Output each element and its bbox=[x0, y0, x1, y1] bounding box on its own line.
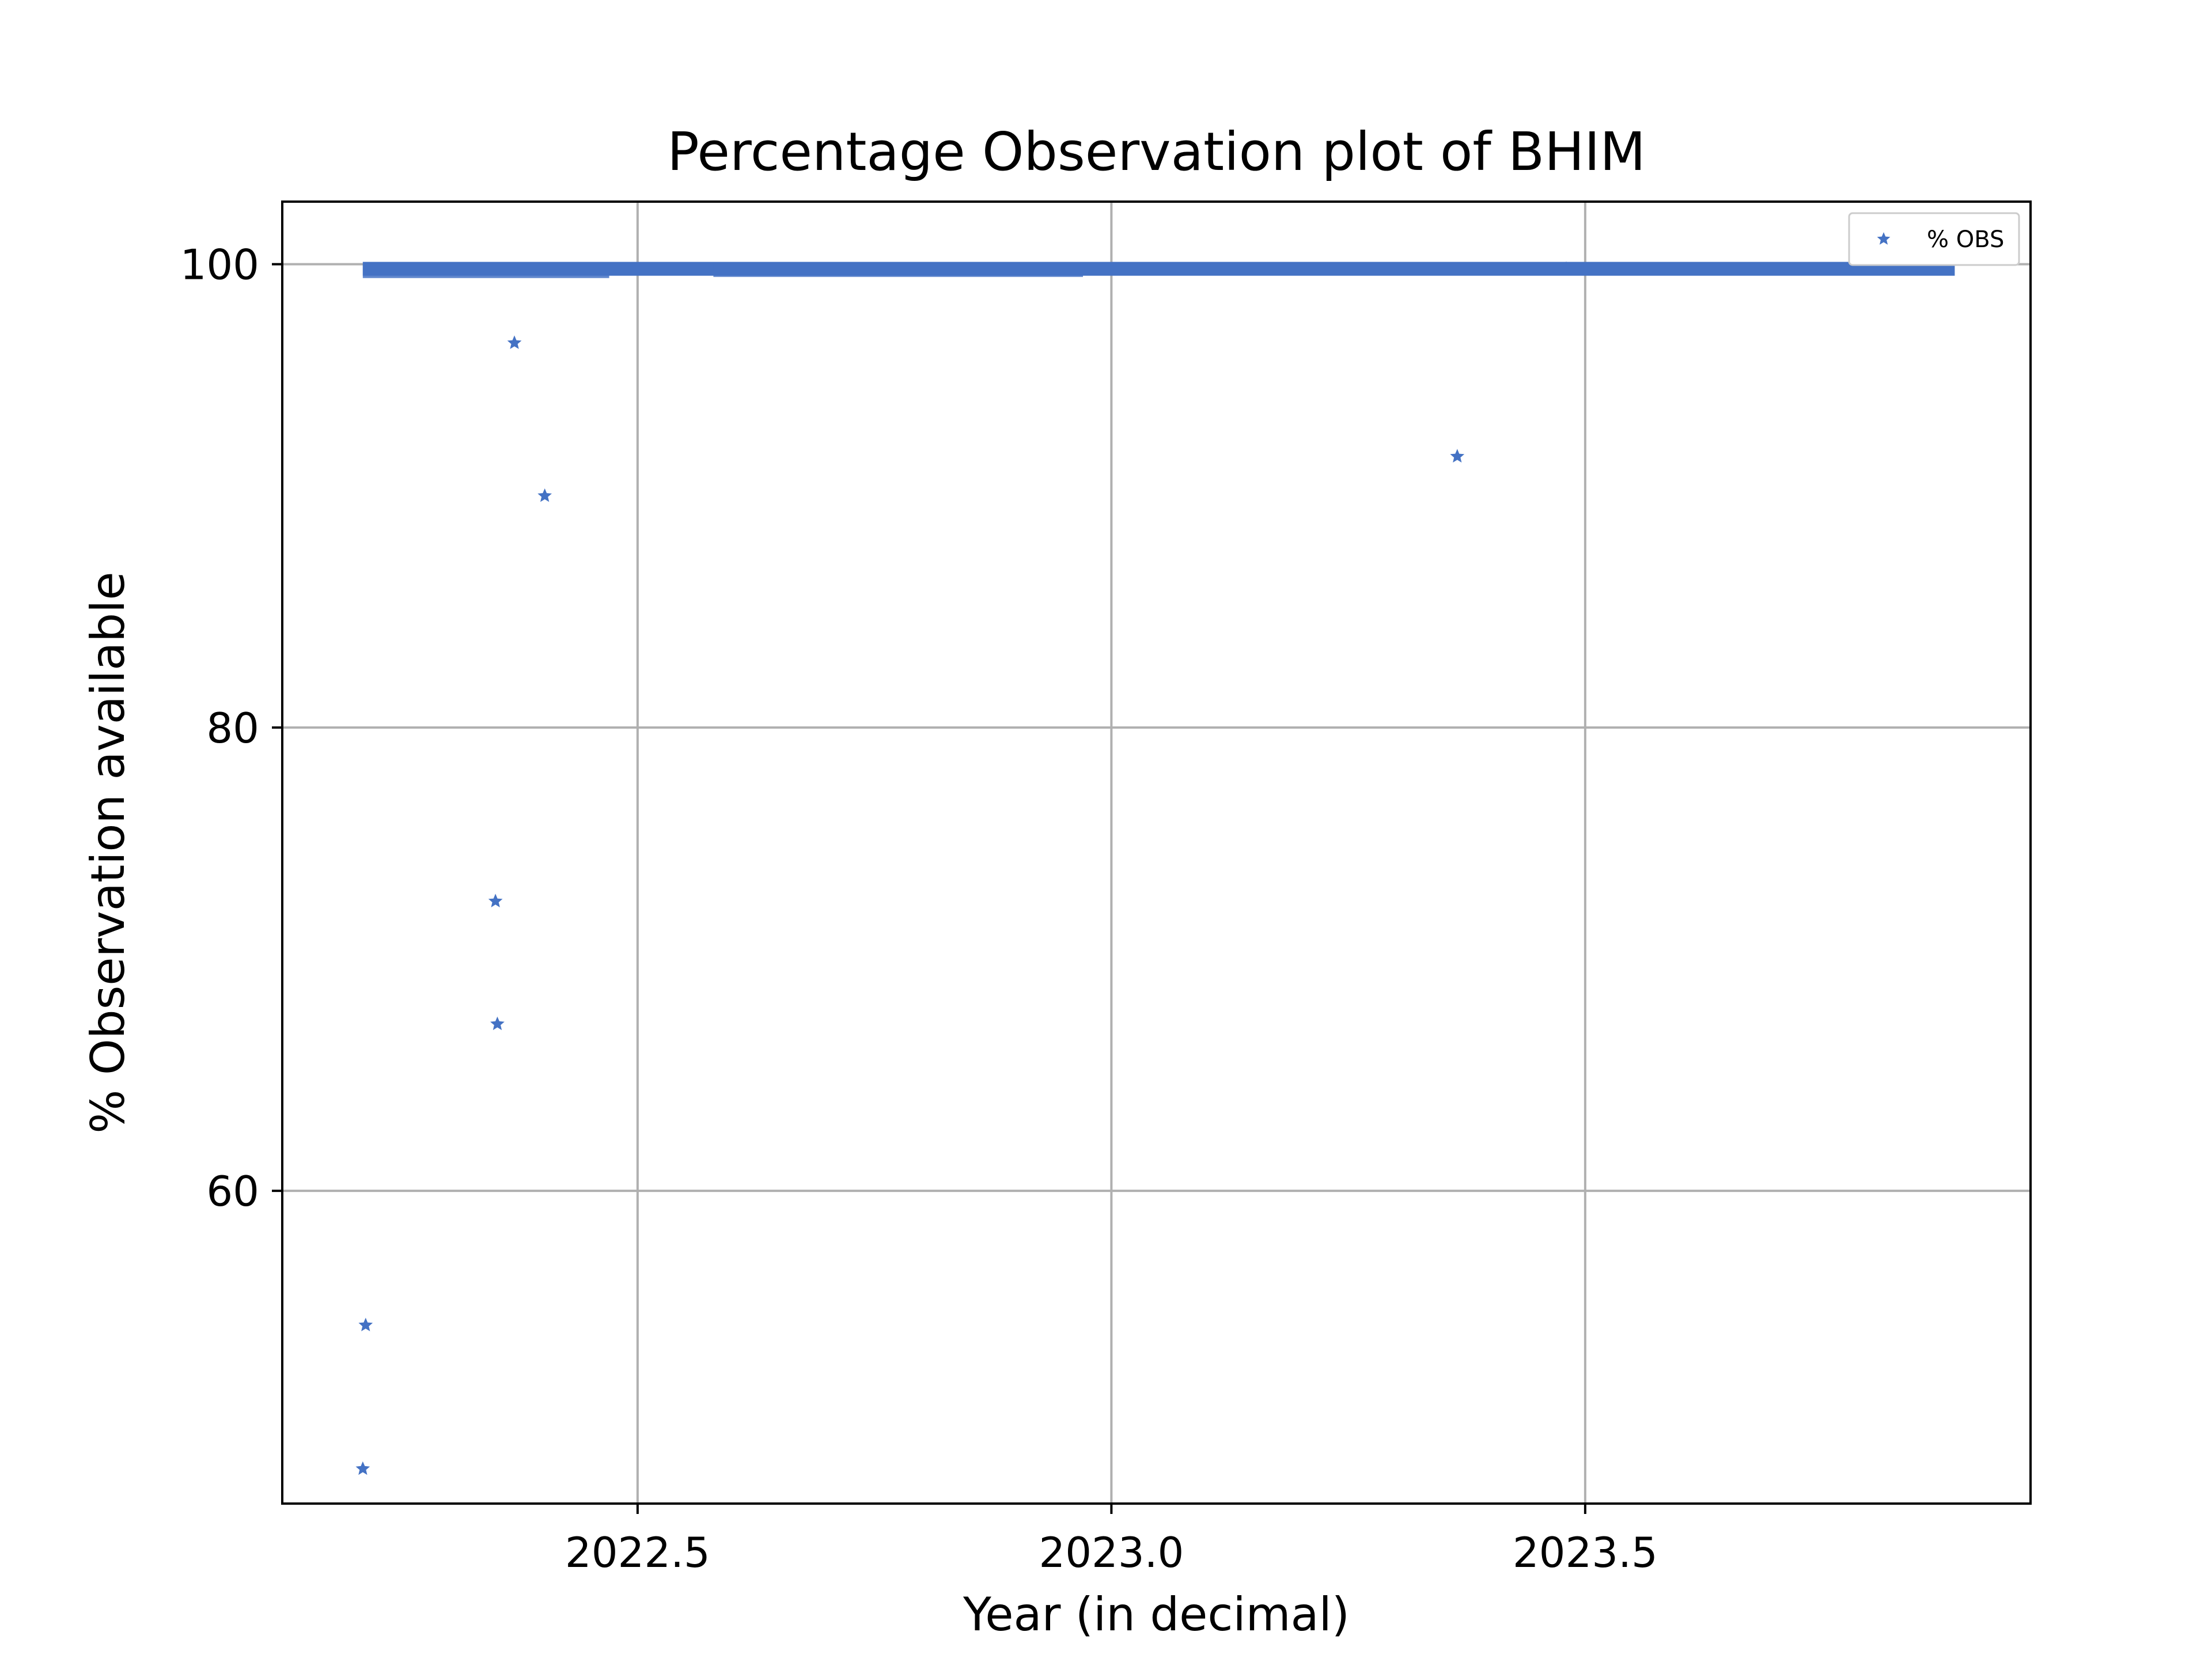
legend-box bbox=[1848, 212, 2020, 266]
x-axis-label: Year (in decimal) bbox=[963, 1588, 1350, 1641]
chart-title: Percentage Observation plot of BHIM bbox=[667, 121, 1646, 183]
x-tick-label: 2023.5 bbox=[1513, 1528, 1658, 1577]
legend-marker-star bbox=[1877, 232, 1891, 245]
band-dip-segment bbox=[362, 264, 609, 278]
band-dip-segment bbox=[713, 264, 1084, 277]
axis-ticks: 2022.5 2023.0 2023.5 60 80 100 bbox=[180, 241, 1658, 1577]
plot-area-frame bbox=[281, 200, 2032, 1505]
legend-label: % OBS bbox=[1927, 226, 2004, 253]
band-dip-segment bbox=[1083, 264, 1197, 274]
legend: % OBS bbox=[1848, 212, 2020, 266]
data-point bbox=[488, 894, 503, 907]
x-tick-label: 2023.0 bbox=[1039, 1528, 1184, 1577]
y-axis-label: % Observation available bbox=[81, 571, 135, 1133]
data-point bbox=[537, 488, 552, 502]
x-tick-label: 2022.5 bbox=[565, 1528, 710, 1577]
data-point bbox=[1450, 449, 1465, 463]
y-tick-label: 100 bbox=[180, 241, 259, 289]
y-tick-label: 80 bbox=[206, 704, 259, 752]
data-point bbox=[358, 1318, 373, 1331]
data-point bbox=[490, 1016, 505, 1031]
data-point bbox=[1559, 261, 1574, 275]
grid-lines bbox=[282, 202, 2031, 1504]
legend-marker bbox=[1877, 232, 1891, 245]
data-point bbox=[507, 335, 522, 349]
data-point bbox=[355, 1461, 370, 1475]
dense-observation-band bbox=[362, 262, 1955, 278]
band-dip-segment bbox=[609, 264, 714, 271]
data-points bbox=[355, 259, 1896, 1475]
y-tick-label: 60 bbox=[206, 1167, 259, 1216]
